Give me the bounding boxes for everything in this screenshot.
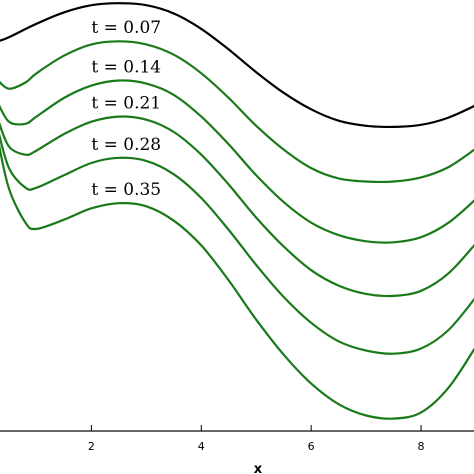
series-label-1: t = 0.07	[91, 18, 161, 38]
x-tick-label-3: 8	[418, 440, 425, 453]
series-line-3	[0, 115, 474, 298]
x-axis-ticks: 2 4 6 8	[88, 425, 425, 453]
series-line-1	[0, 40, 474, 184]
x-tick-label-0: 2	[88, 440, 95, 453]
series-label-5: t = 0.35	[91, 180, 161, 200]
series-label-3: t = 0.21	[91, 94, 161, 114]
x-axis-label: x	[254, 462, 263, 474]
x-tick-label-2: 6	[308, 440, 315, 453]
series-line-4	[0, 133, 474, 355]
plot-frame	[0, 430, 474, 432]
series-label-4: t = 0.28	[91, 135, 161, 155]
series-line-5	[0, 144, 474, 420]
series-curves	[0, 2, 474, 420]
x-tick-label-1: 4	[198, 440, 205, 453]
series-annotations: t = 0t = 0.07t = 0.14t = 0.21t = 0.28t =…	[91, 18, 161, 200]
series-line-2	[0, 79, 474, 244]
series-label-2: t = 0.14	[91, 58, 161, 78]
series-line-0	[0, 2, 474, 129]
